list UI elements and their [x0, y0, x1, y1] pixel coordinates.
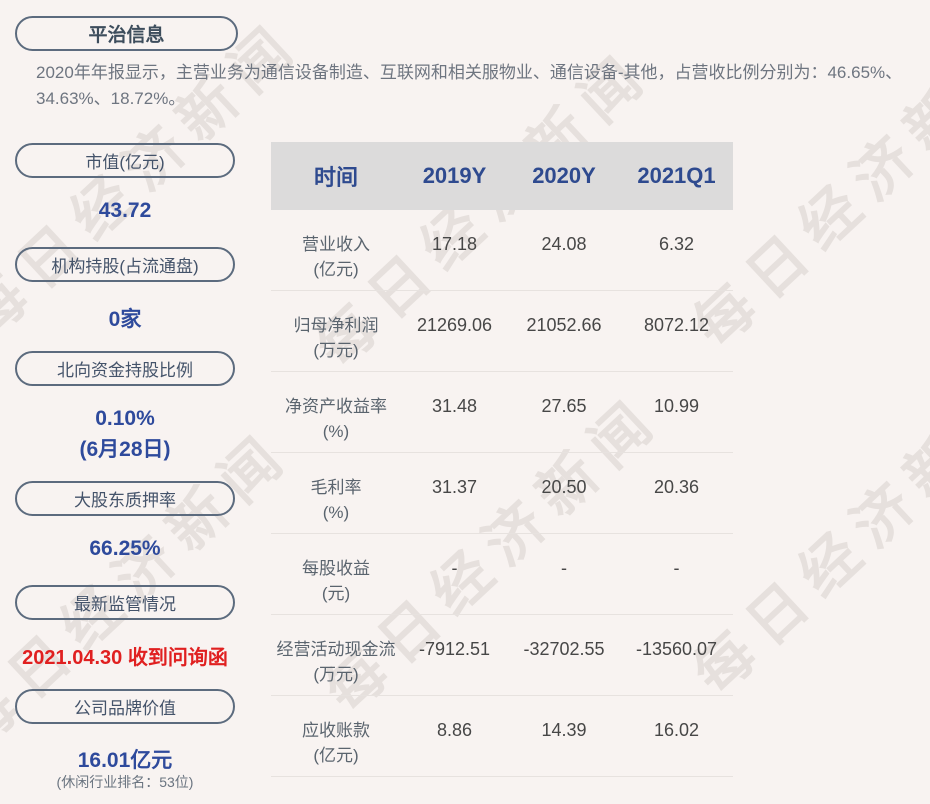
column-header-2020: 2020Y [532, 163, 596, 188]
row-label-cell: 净资产收益率 (%) [271, 372, 401, 452]
row-label-cell: 经营活动现金流 (万元) [271, 615, 401, 695]
cell-value: 8072.12 [643, 315, 710, 335]
stat-label-text: 公司品牌价值 [74, 699, 176, 718]
table-row: 归母净利润 (万元) 21269.06 21052.66 8072.12 [271, 291, 733, 372]
column-header-2019: 2019Y [422, 163, 487, 188]
row-label-cell: 每股收益 (元) [271, 534, 401, 614]
table-row: 应收账款 (亿元) 8.86 14.39 16.02 [271, 696, 733, 777]
table-row: 毛利率 (%) 31.37 20.50 20.36 [271, 453, 733, 534]
stat-label-pledge-ratio: 大股东质押率 [15, 481, 235, 516]
table-row: 经营活动现金流 (万元) -7912.51 -32702.55 -13560.0… [271, 615, 733, 696]
metric-unit: (元) [321, 584, 351, 603]
stat-label-brand-value: 公司品牌价值 [15, 689, 235, 724]
metric-unit: (%) [322, 503, 350, 522]
row-label-cell: 应收账款 (亿元) [271, 696, 401, 776]
stat-label-text: 市值(亿元) [85, 153, 165, 172]
cell-value: 31.48 [431, 396, 478, 416]
stats-sidebar: 市值(亿元) 43.72 机构持股(占流通盘) 0家 北向资金持股比例 0.10… [0, 0, 250, 804]
stat-value-brand-value: 16.01亿元 [77, 749, 173, 772]
column-header-time: 时间 [313, 165, 358, 190]
cell-value: 6.32 [658, 234, 695, 254]
cell-value: 17.18 [431, 234, 478, 254]
stat-value-pledge-ratio: 66.25% [89, 537, 161, 560]
metric-unit: (%) [322, 422, 350, 441]
stat-label-regulatory-status: 最新监管情况 [15, 585, 235, 620]
table-row: 净资产收益率 (%) 31.48 27.65 10.99 [271, 372, 733, 453]
stat-value-market-cap: 43.72 [98, 199, 152, 222]
stat-label-institutional-holding: 机构持股(占流通盘) [15, 247, 235, 282]
cell-value: 14.39 [541, 720, 587, 740]
metric-name: 毛利率 [310, 478, 362, 497]
metric-name: 净资产收益率 [285, 397, 387, 416]
cell-value: 31.37 [431, 477, 478, 497]
cell-value: - [561, 558, 567, 578]
stat-value-northbound-date: (6月28日) [79, 438, 171, 461]
metric-unit: (亿元) [313, 260, 359, 279]
row-label-cell: 归母净利润 (万元) [271, 291, 401, 371]
cell-value: 24.08 [541, 234, 587, 254]
stat-label-text: 机构持股(占流通盘) [51, 257, 199, 276]
metric-name: 每股收益 [302, 559, 370, 578]
cell-value: -13560.07 [635, 639, 718, 659]
cell-value: 20.50 [541, 477, 587, 497]
table-header-row: 时间 2019Y 2020Y 2021Q1 [271, 142, 733, 210]
metric-unit: (亿元) [313, 746, 359, 765]
row-label-cell: 营业收入 (亿元) [271, 210, 401, 290]
metric-unit: (万元) [313, 665, 359, 684]
business-description: 2020年年报显示，主营业务为通信设备制造、互联网和相关服物业、通信设备-其他，… [36, 63, 903, 108]
row-label-cell: 毛利率 (%) [271, 453, 401, 533]
table-row: 营业收入 (亿元) 17.18 24.08 6.32 [271, 210, 733, 291]
cell-value: 21052.66 [526, 315, 602, 335]
cell-value: 16.02 [653, 720, 700, 740]
stat-value-northbound-holding: 0.10% [95, 407, 155, 430]
metric-unit: (万元) [313, 341, 359, 360]
stat-note-brand-rank: (休闲行业排名：53位) [56, 774, 194, 790]
company-name: 平治信息 [88, 25, 165, 46]
stat-label-text: 北向资金持股比例 [57, 361, 193, 380]
metric-name: 应收账款 [302, 721, 370, 740]
cell-value: -7912.51 [418, 639, 491, 659]
cell-value: -32702.55 [523, 639, 605, 659]
cell-value: - [451, 558, 458, 578]
cell-value: - [673, 558, 680, 578]
metric-name: 归母净利润 [293, 316, 379, 335]
stat-label-text: 最新监管情况 [74, 595, 176, 614]
cell-value: 21269.06 [416, 315, 493, 335]
company-name-badge: 平治信息 [15, 16, 238, 51]
cell-value: 10.99 [653, 396, 700, 416]
cell-value: 27.65 [541, 396, 587, 416]
stat-label-text: 大股东质押率 [74, 491, 176, 510]
stat-label-northbound-holding: 北向资金持股比例 [15, 351, 235, 386]
financials-table: 时间 2019Y 2020Y 2021Q1 营业收入 (亿元) 17.18 24… [271, 142, 733, 777]
metric-name: 营业收入 [302, 235, 370, 254]
table-row: 每股收益 (元) - - - [271, 534, 733, 615]
column-header-2021q1: 2021Q1 [637, 163, 716, 188]
stat-value-institutional-holding: 0家 [108, 308, 142, 331]
stat-value-regulatory-status: 2021.04.30 收到问询函 [22, 647, 228, 669]
cell-value: 8.86 [436, 720, 473, 740]
stat-label-market-cap: 市值(亿元) [15, 143, 235, 178]
metric-name: 经营活动现金流 [276, 640, 396, 659]
cell-value: 20.36 [653, 477, 700, 497]
